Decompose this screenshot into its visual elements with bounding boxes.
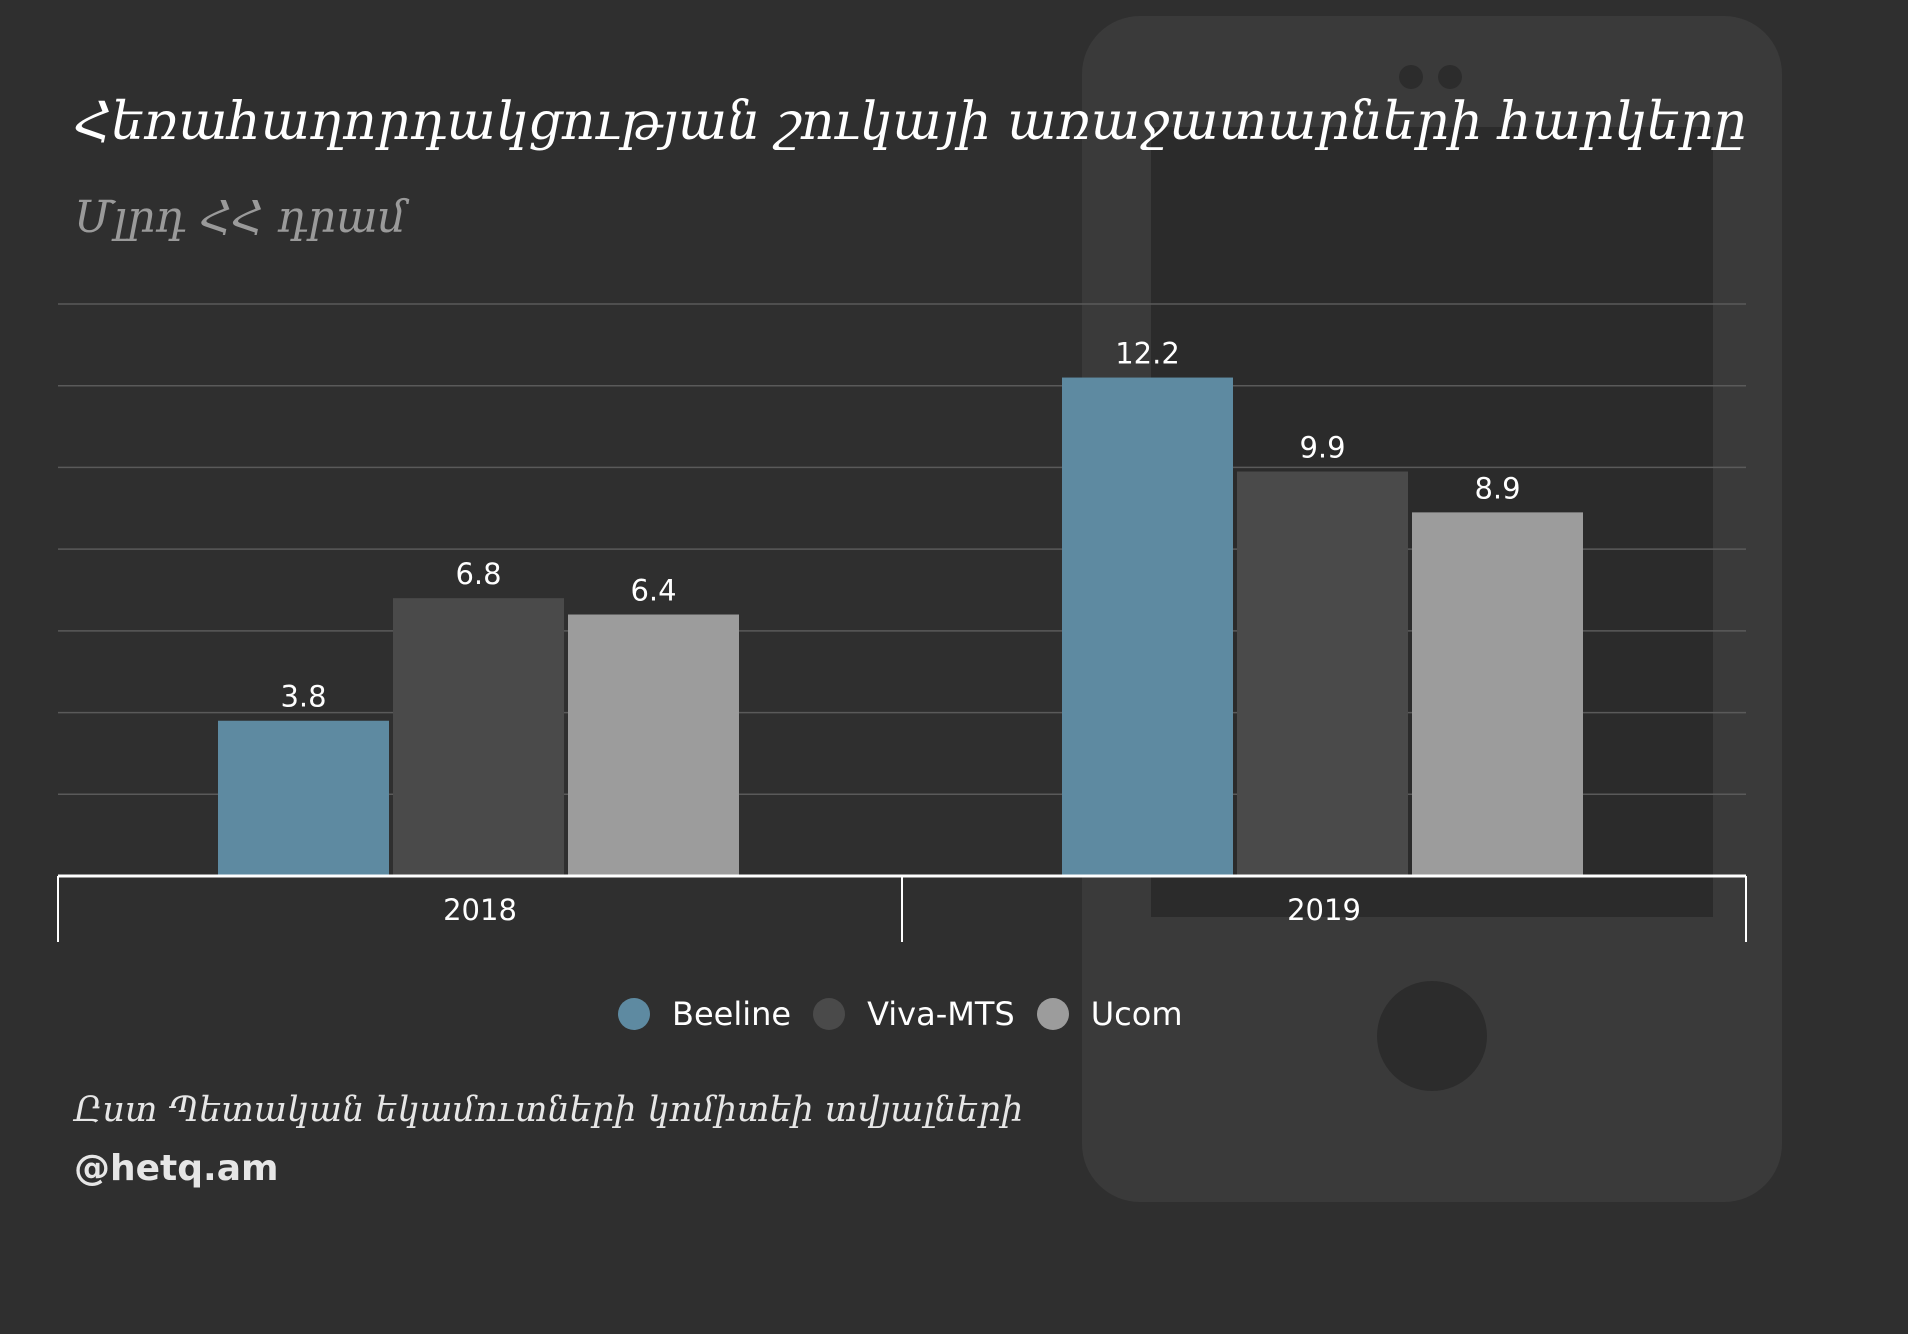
legend-item-ucom: Ucom — [1036, 995, 1183, 1033]
x-tick-label: 2018 — [443, 893, 517, 927]
chart-title: Հեռահաղորդակցության շուկայի առաջատարների… — [74, 92, 1747, 152]
phone-camera-right — [1438, 65, 1462, 89]
bar — [568, 614, 739, 876]
legend-label-beeline: Beeline — [672, 995, 792, 1033]
phone-home-button — [1377, 981, 1487, 1091]
chart-subtitle: Մլրդ ՀՀ դրամ — [74, 192, 407, 243]
legend-swatch-ucom — [1036, 998, 1069, 1030]
legend-label-ucom: Ucom — [1090, 995, 1183, 1033]
bar — [1412, 512, 1583, 876]
bar — [218, 720, 389, 876]
data-label: 3.8 — [280, 680, 326, 714]
legend-item-beeline: Beeline — [618, 995, 791, 1033]
legend-swatch-viva-mts — [813, 998, 846, 1030]
data-label: 12.2 — [1115, 337, 1180, 371]
phone-camera-left — [1399, 65, 1423, 89]
site-handle: @hetq.am — [74, 1148, 279, 1189]
data-label: 6.4 — [630, 574, 676, 608]
legend-label-viva-mts: Viva-MTS — [867, 995, 1015, 1033]
bar — [393, 598, 564, 876]
legend: Beeline Viva-MTS Ucom — [618, 992, 1204, 1036]
data-label: 9.9 — [1299, 431, 1345, 465]
data-label: 6.8 — [455, 557, 501, 591]
legend-item-viva-mts: Viva-MTS — [813, 995, 1015, 1033]
bar — [1237, 471, 1408, 876]
x-tick-label: 2019 — [1287, 893, 1361, 927]
data-label: 8.9 — [1474, 471, 1520, 505]
source-note: Ըստ Պետական եկամուտների կոմիտեի տվյալներ… — [74, 1090, 1024, 1130]
legend-swatch-beeline — [618, 998, 650, 1030]
bar — [1062, 377, 1233, 876]
